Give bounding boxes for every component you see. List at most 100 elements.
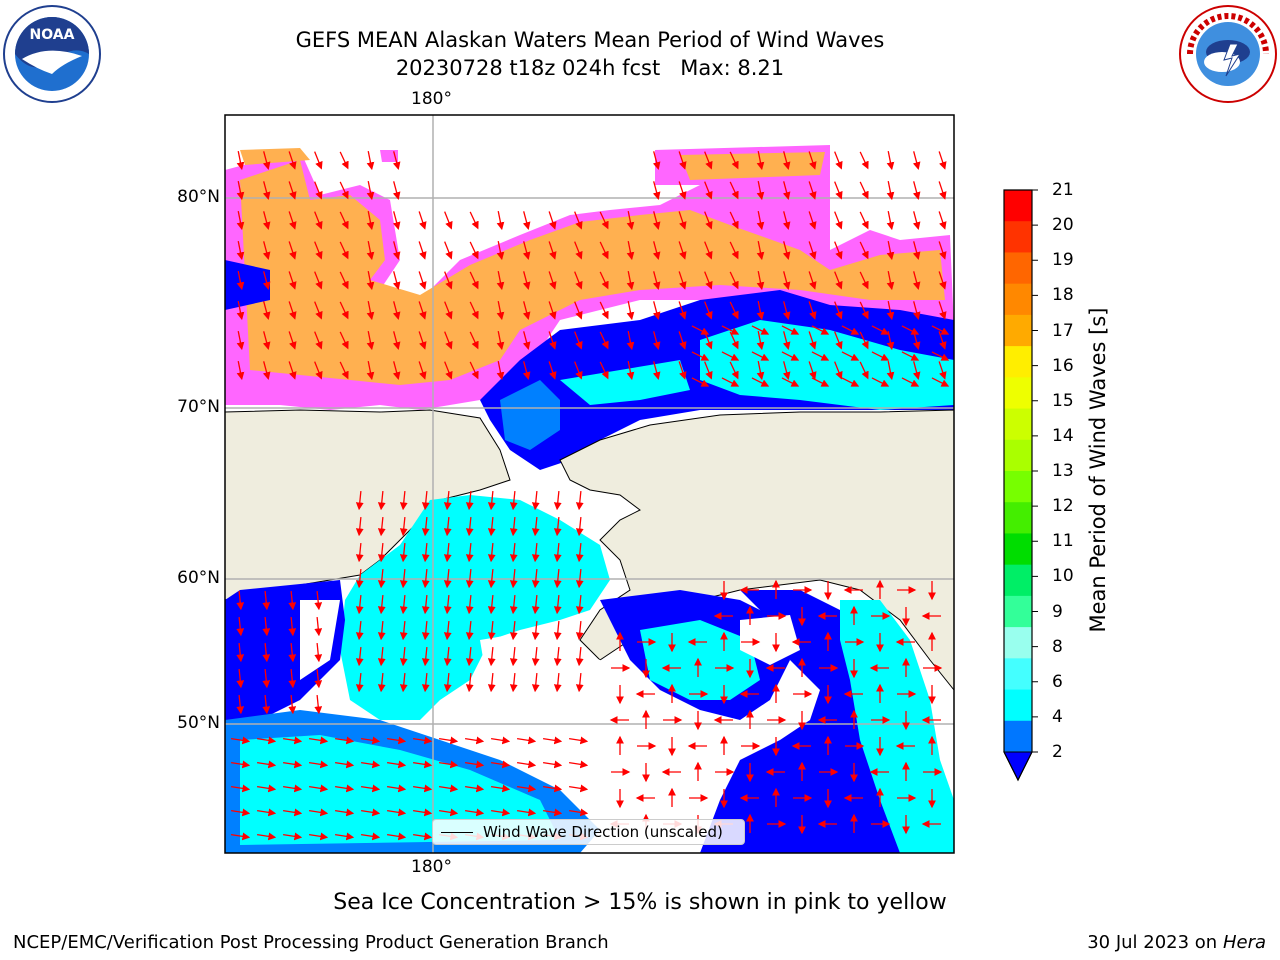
wind-wave-arrow xyxy=(387,736,407,745)
wind-wave-arrow xyxy=(399,672,408,693)
wind-wave-arrow xyxy=(339,241,349,260)
bering-sea xyxy=(225,495,954,853)
wind-wave-arrow xyxy=(599,271,609,290)
wind-wave-arrow xyxy=(335,784,355,793)
wind-wave-arrow xyxy=(938,361,947,380)
wind-wave-arrow xyxy=(236,151,245,171)
wind-wave-arrow xyxy=(413,832,433,841)
wind-wave-arrow xyxy=(553,594,562,615)
wind-wave-arrow xyxy=(938,301,947,320)
wind-wave-arrow xyxy=(756,151,765,171)
title-line2: 20230728 t18z 024h fcst Max: 8.21 xyxy=(395,56,785,80)
wind-wave-arrow xyxy=(599,331,609,350)
wind-wave-arrow xyxy=(569,736,589,745)
wind-wave-arrow xyxy=(465,490,474,511)
wind-wave-arrow xyxy=(859,241,869,260)
wind-wave-arrow xyxy=(859,331,869,350)
wind-wave-arrow xyxy=(574,241,583,260)
wind-wave-arrow xyxy=(421,594,430,615)
wind-wave-arrow xyxy=(377,542,386,563)
wind-wave-arrow xyxy=(444,271,453,290)
wind-wave-arrow xyxy=(236,301,245,321)
colorbar-band xyxy=(1004,190,1032,222)
wind-wave-arrow xyxy=(575,646,584,667)
wind-wave-arrow xyxy=(781,377,800,387)
wind-wave-arrow xyxy=(721,325,740,335)
wind-wave-arrow xyxy=(531,542,540,563)
wind-wave-arrow xyxy=(575,594,584,615)
wind-wave-arrow xyxy=(491,784,511,793)
wind-wave-arrow xyxy=(496,301,505,321)
wind-wave-arrow xyxy=(377,646,386,667)
wind-wave-arrow xyxy=(236,616,245,637)
wind-wave-arrow xyxy=(361,736,381,745)
wind-wave-arrow xyxy=(361,760,381,769)
wind-wave-arrow xyxy=(283,808,303,817)
colorbar-tick-label: 12 xyxy=(1052,496,1074,517)
wind-wave-arrow xyxy=(309,784,329,793)
footer-date-text: 30 Jul 2023 on xyxy=(1087,932,1223,953)
wind-wave-arrow xyxy=(487,568,496,589)
wind-wave-arrow xyxy=(782,361,791,380)
wind-wave-arrow xyxy=(421,490,430,511)
wind-wave-arrow xyxy=(392,151,401,170)
wind-wave-arrow xyxy=(366,151,375,171)
wind-wave-arrow xyxy=(496,211,505,231)
colorbar-label: Mean Period of Wind Waves [s] xyxy=(1086,307,1110,633)
wind-wave-arrow xyxy=(548,361,557,380)
wind-wave-arrow xyxy=(522,301,531,320)
wind-wave-arrow xyxy=(335,736,355,745)
wind-wave-arrow xyxy=(599,241,609,260)
wind-wave-arrow xyxy=(553,620,562,641)
wind-wave-arrow xyxy=(465,594,474,615)
wind-wave-arrow xyxy=(548,211,557,230)
wind-wave-arrow xyxy=(335,808,355,817)
wind-wave-arrow xyxy=(626,211,635,231)
lat-label-70: 70°N xyxy=(177,397,220,417)
colorbar-tick-label: 2 xyxy=(1052,742,1063,762)
wind-wave-arrow xyxy=(392,271,401,290)
wind-wave-arrow xyxy=(314,361,323,380)
wind-wave-arrow xyxy=(262,668,271,689)
wind-wave-arrow xyxy=(309,808,329,817)
wind-wave-arrow xyxy=(756,211,765,231)
sea-ice-region xyxy=(225,145,954,410)
wind-wave-arrow xyxy=(808,151,817,170)
wind-wave-arrow xyxy=(335,832,355,841)
wind-wave-arrow xyxy=(465,672,474,693)
wind-wave-arrow xyxy=(444,211,453,230)
wind-wave-arrow xyxy=(262,241,271,260)
wind-wave-arrow xyxy=(901,377,920,387)
colorbar-tick-label: 8 xyxy=(1052,636,1063,657)
wind-wave-arrow xyxy=(231,760,251,769)
wind-wave-arrow xyxy=(314,331,323,350)
wind-wave-arrow xyxy=(366,241,375,261)
wind-wave-arrow xyxy=(366,301,375,321)
lat-label-50: 50°N xyxy=(177,713,220,733)
wind-wave-direction-arrows xyxy=(231,151,950,841)
wind-wave-arrow xyxy=(421,542,430,563)
wind-wave-arrow xyxy=(487,516,496,537)
wind-wave-arrow xyxy=(288,590,297,611)
wind-wave-arrow xyxy=(487,672,496,693)
colorbar-band xyxy=(1004,502,1032,534)
wind-wave-arrow xyxy=(413,760,433,769)
wind-wave-arrow xyxy=(756,361,765,381)
wind-wave-arrow xyxy=(756,331,765,351)
wind-wave-arrow xyxy=(465,516,474,537)
wind-wave-arrow xyxy=(553,646,562,667)
wind-wave-arrow xyxy=(413,784,433,793)
wind-wave-arrow xyxy=(443,516,452,537)
wind-wave-arrow xyxy=(859,211,869,230)
wind-wave-arrow xyxy=(834,271,843,290)
wind-wave-arrow xyxy=(288,241,297,260)
wind-wave-arrow xyxy=(439,808,459,817)
wind-wave-arrow xyxy=(355,594,364,615)
wind-wave-arrow xyxy=(262,642,271,663)
wind-wave-arrow xyxy=(335,760,355,769)
lon-label-top: 180° xyxy=(411,89,452,109)
wind-wave-arrow xyxy=(931,325,950,335)
colorbar-tick-label: 14 xyxy=(1052,425,1074,446)
wind-wave-arrow xyxy=(704,151,713,170)
